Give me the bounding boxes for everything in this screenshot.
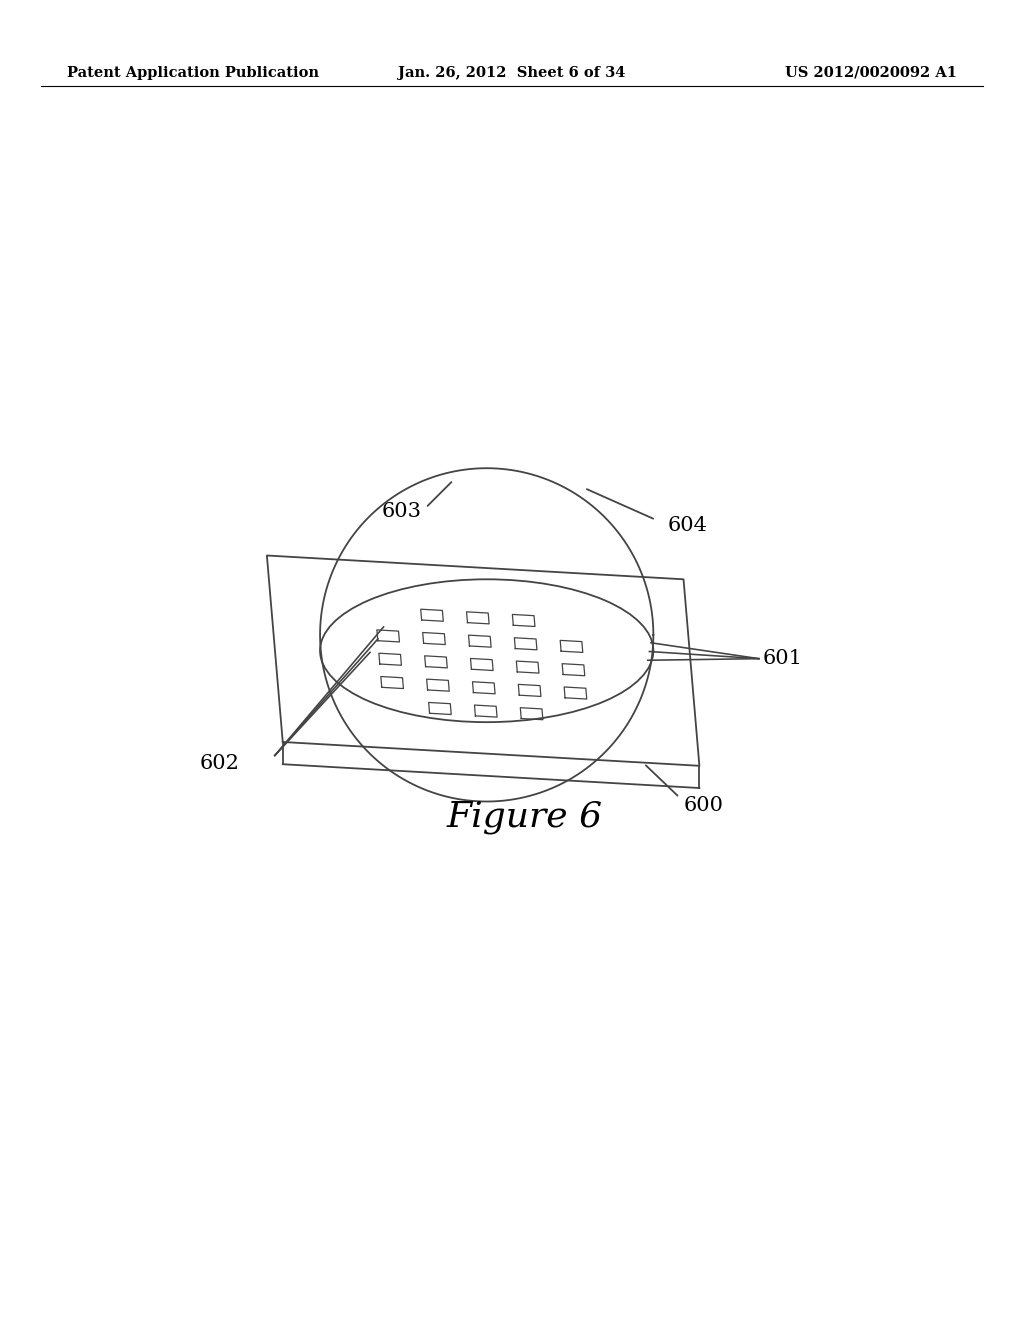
Text: 603: 603 (382, 503, 422, 521)
Text: 601: 601 (763, 649, 803, 668)
Text: 604: 604 (668, 516, 708, 535)
Text: Patent Application Publication: Patent Application Publication (67, 66, 318, 79)
Text: 600: 600 (684, 796, 724, 814)
Text: Figure 6: Figure 6 (446, 800, 603, 834)
Text: Jan. 26, 2012  Sheet 6 of 34: Jan. 26, 2012 Sheet 6 of 34 (398, 66, 626, 79)
Text: US 2012/0020092 A1: US 2012/0020092 A1 (785, 66, 957, 79)
Text: 602: 602 (200, 754, 240, 774)
